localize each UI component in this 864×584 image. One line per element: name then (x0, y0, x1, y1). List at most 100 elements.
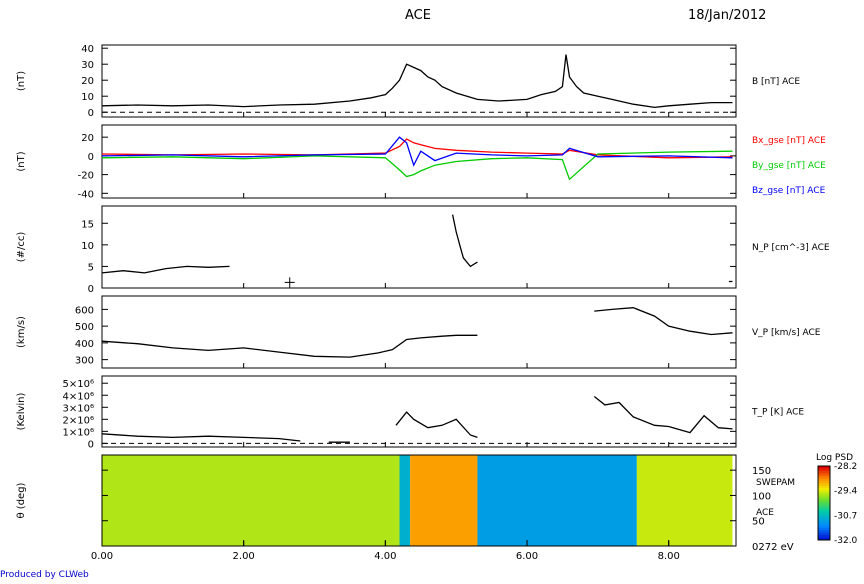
colorbar-tick-label: -28.2 (834, 462, 857, 472)
panel-np-frame (101, 205, 737, 289)
panel-b-ytick-label: 0 (88, 108, 94, 119)
colorbar-cell (818, 532, 830, 536)
panel-tp-legend-label: T_P [K] ACE (751, 408, 804, 418)
xtick-label: 0.00 (91, 551, 113, 562)
colorbar-tick-label: -32.0 (834, 536, 858, 546)
colorbar-tick-label: -29.4 (834, 487, 858, 497)
panel-tp-ytick-label: 5×10⁶ (63, 379, 94, 390)
panel-vp-ytick-label: 400 (75, 339, 94, 350)
colorbar-cell (818, 468, 830, 472)
spectrogram-band (102, 455, 400, 546)
panel-tp-ytick-label: 2×10⁶ (63, 415, 94, 426)
xtick-label: 2.00 (233, 551, 255, 562)
panel-vp-ytick-label: 300 (75, 356, 94, 367)
xtick-label: 4.00 (374, 551, 396, 562)
panel-np-ytick-label: 5 (88, 262, 94, 273)
colorbar-cell (818, 503, 830, 506)
panel-tp-ytick-label: 1×10⁶ (63, 427, 94, 438)
panel-bxyz-ytick-label: 20 (81, 133, 94, 144)
colorbar-tick-label: -30.7 (834, 511, 857, 521)
colorbar-cell (818, 478, 830, 482)
colorbar-cell (818, 507, 830, 511)
colorbar-cell (818, 520, 830, 524)
panel-bxyz-ytick-label: 0 (88, 152, 94, 163)
colorbar-cell (818, 522, 830, 526)
colorbar-cell (818, 527, 830, 531)
panel-tp-series-line (395, 411, 478, 439)
panel-np-series-line (451, 214, 478, 268)
panel-tp-ylabel: (Kelvin) (16, 392, 27, 430)
panel-np-ylabel: (#/cc) (16, 232, 27, 263)
panel-b-legend-label: B [nT] ACE (752, 77, 800, 87)
panel-b-ytick-label: 40 (81, 44, 94, 55)
panel-spectrogram-frame (101, 454, 737, 547)
panel-b-series-line (101, 54, 733, 109)
colorbar-cell (818, 505, 830, 509)
date-label: 18/Jan/2012 (688, 8, 767, 23)
colorbar-cell (818, 470, 830, 474)
colorbar-cell (818, 475, 830, 479)
colorbar-cell (818, 490, 830, 494)
spacecraft-title: ACE (405, 8, 431, 23)
panel-b-ytick-label: 10 (81, 92, 94, 103)
panel-np-ytick-label: 0 (88, 284, 94, 295)
panel-vp-ytick-label: 600 (75, 305, 94, 316)
colorbar-cell (818, 537, 830, 541)
colorbar-cell (818, 498, 830, 502)
panel-np-legend-label: N_P [cm^-3] ACE (752, 243, 830, 253)
colorbar-cell (818, 483, 830, 487)
colorbar-cell (818, 530, 830, 534)
colorbar-cell (818, 466, 830, 469)
colorbar-cell (818, 535, 830, 539)
panel-bxyz-legend-label: Bz_gse [nT] ACE (752, 186, 826, 196)
swepam-label: SWEPAM (756, 478, 795, 488)
panel-np-ytick-label: 10 (81, 241, 94, 252)
spectrogram-band (636, 455, 733, 546)
credit-label: Produced by CLWeb (0, 570, 89, 580)
colorbar-cell (818, 480, 830, 484)
panel-vp-series-line (101, 334, 478, 358)
colorbar-title: Log PSD (816, 453, 853, 463)
panel-bxyz-frame (101, 124, 737, 199)
panel-b-ytick-label: 20 (81, 76, 94, 87)
colorbar-cell (818, 510, 830, 514)
panel-vp-legend-label: V_P [km/s] ACE (752, 328, 821, 338)
panel-bxyz-series-line (101, 150, 733, 181)
spectrogram-ytick-label: 50 (752, 517, 765, 528)
panel-bxyz-legend-label: Bx_gse [nT] ACE (752, 136, 826, 146)
colorbar-cell (818, 517, 830, 521)
colorbar-cell (818, 493, 830, 497)
panel-tp-series-line (593, 395, 733, 434)
colorbar-cell (818, 500, 830, 504)
xtick-label: 8.00 (658, 551, 680, 562)
spectrogram-band (399, 455, 411, 546)
colorbar-frame (817, 465, 831, 541)
spectrogram-band (410, 455, 478, 546)
panel-tp-frame (101, 375, 737, 448)
xtick-label: 6.00 (516, 551, 538, 562)
panel-b-ylabel: (nT) (16, 71, 27, 91)
spectrogram-ytick-label: 150 (752, 466, 771, 477)
panel-vp-ytick-label: 500 (75, 322, 94, 333)
colorbar-cell (818, 525, 830, 529)
panel-b-ytick-label: 30 (81, 60, 94, 71)
panel-tp-ytick-label: 3×10⁶ (63, 403, 94, 414)
panel-vp-series-line (594, 307, 733, 336)
colorbar-cell (818, 515, 830, 519)
colorbar-cell (818, 512, 830, 516)
ace-label: ACE (756, 508, 774, 518)
spectrogram-ytick-label: 100 (752, 491, 771, 502)
colorbar-cell (818, 488, 830, 492)
panel-bxyz-ytick-label: -40 (78, 189, 94, 200)
panel-bxyz-legend-label: By_gse [nT] ACE (752, 161, 826, 171)
panel-bxyz-ytick-label: -20 (78, 171, 94, 182)
panel-tp-series-line (101, 433, 301, 442)
panel-tp-ytick-label: 0 (88, 439, 94, 450)
panel-bxyz-ylabel: (nT) (16, 151, 27, 171)
spectrogram-band (477, 455, 637, 546)
panel-np-series-line (101, 265, 230, 274)
panel-b-frame (101, 44, 737, 118)
colorbar-cell (818, 485, 830, 489)
panel-spectrogram-ylabel: θ (deg) (16, 482, 27, 518)
